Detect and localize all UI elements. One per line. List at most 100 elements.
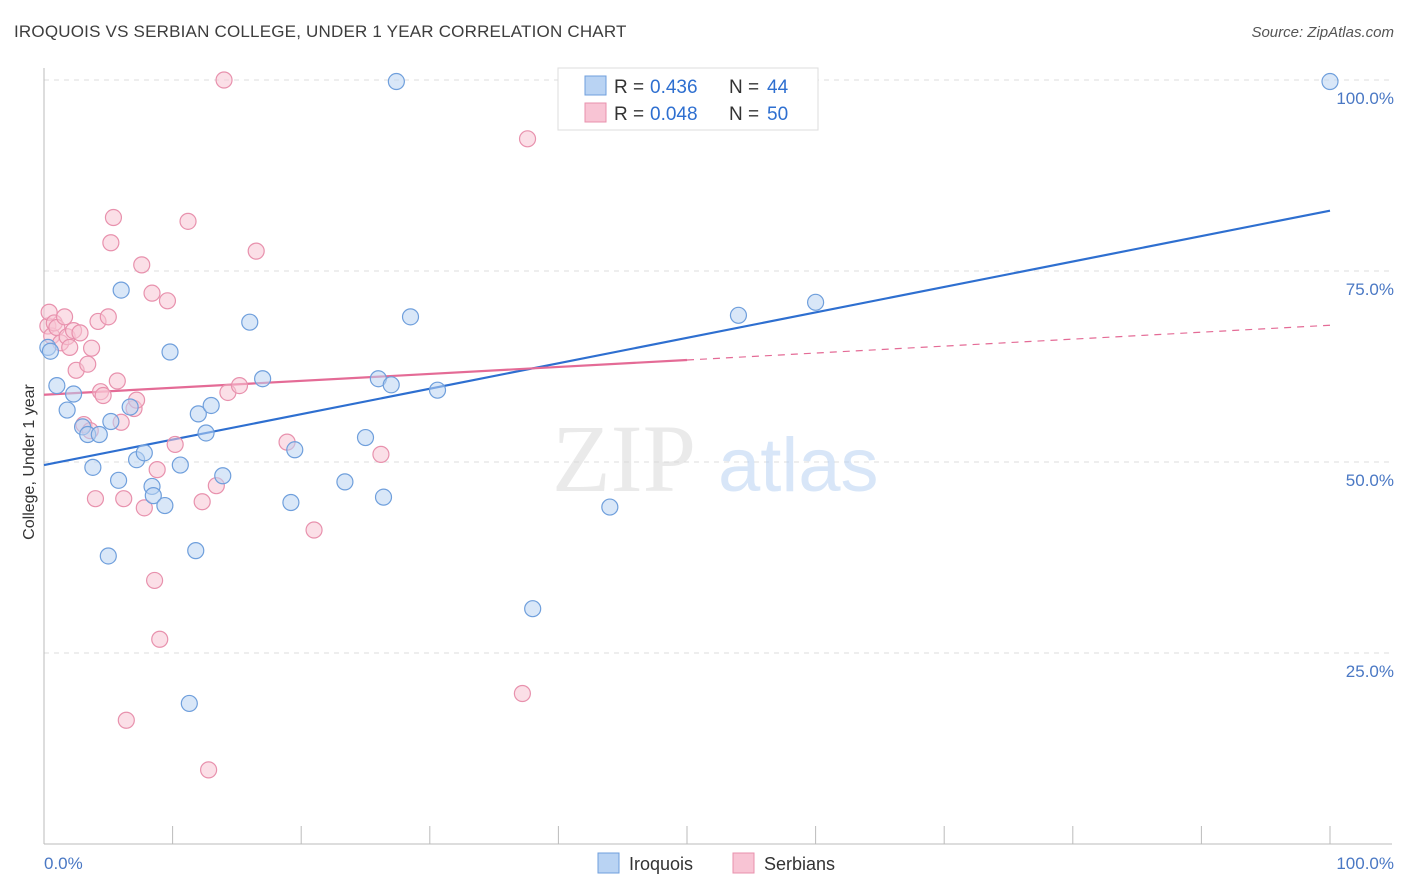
- bottom-legend-serbians: Serbians: [764, 854, 835, 874]
- iroquois-point: [382, 376, 400, 394]
- serbians-point: [115, 490, 133, 508]
- data-points: [39, 71, 1339, 779]
- iroquois-point: [241, 313, 259, 331]
- bottom-legend-swatch-iroquois: [597, 852, 620, 874]
- serbians-point: [79, 355, 97, 373]
- tick-labels: 25.0% 50.0% 75.0% 100.0% 0.0% 100.0%: [44, 89, 1394, 873]
- legend-iroquois-n-label: N =: [729, 77, 759, 98]
- trendlines: [43, 209, 1331, 467]
- iroquois-point: [336, 473, 354, 491]
- legend-swatch-iroquois: [584, 75, 607, 96]
- legend-iroquois-n-value: 44: [767, 77, 789, 98]
- serbians-point: [247, 242, 265, 260]
- iroquois-point: [90, 425, 108, 444]
- chart-title: IROQUOIS VS SERBIAN COLLEGE, UNDER 1 YEA…: [14, 22, 627, 41]
- y-tick-label: 100.0%: [1336, 89, 1394, 108]
- y-tick-label: 75.0%: [1346, 280, 1394, 299]
- legend-iroquois-r-value: 0.436: [650, 77, 698, 98]
- iroquois-point: [180, 694, 198, 713]
- legend-iroquois-r-label: R =: [614, 77, 644, 98]
- serbians-point: [305, 521, 323, 539]
- serbians-trendline: [43, 358, 688, 396]
- iroquois-point: [121, 398, 139, 416]
- serbians-point: [102, 234, 120, 252]
- y-tick-label: 25.0%: [1346, 662, 1394, 681]
- serbians-point: [518, 130, 537, 148]
- iroquois-point: [202, 396, 220, 415]
- stats-legend: R = 0.436 N = 44 R = 0.048 N = 50: [557, 67, 819, 131]
- iroquois-point: [58, 401, 76, 419]
- iroquois-point: [64, 385, 83, 403]
- serbians-point: [158, 292, 177, 310]
- iroquois-point: [806, 293, 825, 311]
- y-axis-label: College, Under 1 year: [21, 384, 38, 540]
- serbians-point: [133, 256, 151, 274]
- legend-serbians-n-label: N =: [729, 104, 759, 125]
- source-note: Source: ZipAtlas.com: [1251, 24, 1394, 41]
- iroquois-point: [144, 487, 162, 505]
- serbians-point: [82, 339, 101, 357]
- serbians-point: [94, 386, 112, 405]
- serbians-point: [143, 284, 161, 302]
- iroquois-point: [286, 441, 304, 459]
- iroquois-point: [254, 370, 272, 388]
- iroquois-point: [187, 542, 205, 560]
- iroquois-point: [156, 496, 174, 515]
- serbians-point: [215, 71, 233, 89]
- gridlines: [44, 79, 1392, 654]
- serbians-point: [86, 490, 105, 508]
- iroquois-point: [1321, 72, 1339, 91]
- serbians-point: [193, 493, 211, 511]
- iroquois-point: [282, 493, 300, 512]
- serbians-trendline-extension: [686, 324, 1331, 361]
- iroquois-trendline: [43, 209, 1331, 467]
- serbians-point: [99, 308, 117, 326]
- serbians-point: [513, 684, 531, 703]
- legend-serbians-n-value: 50: [767, 104, 788, 125]
- iroquois-point: [214, 467, 232, 485]
- iroquois-point: [84, 458, 102, 476]
- serbians-point: [61, 338, 79, 356]
- iroquois-point: [135, 444, 153, 462]
- iroquois-point: [374, 488, 393, 506]
- iroquois-point: [102, 412, 120, 431]
- serbians-point: [117, 711, 135, 729]
- bottom-legend-swatch-serbians: [732, 852, 755, 874]
- serbians-point: [200, 761, 218, 779]
- serbians-point: [145, 571, 164, 590]
- iroquois-point: [428, 381, 447, 399]
- iroquois-point: [189, 405, 207, 423]
- iroquois-point: [161, 343, 179, 361]
- iroquois-point: [171, 456, 189, 474]
- iroquois-point: [99, 547, 117, 565]
- serbians-point: [55, 308, 74, 326]
- serbians-point: [230, 377, 249, 395]
- serbians-point: [108, 372, 126, 390]
- iroquois-point: [387, 72, 405, 91]
- iroquois-point: [41, 342, 60, 360]
- watermark-atlas: atlas: [718, 423, 879, 508]
- iroquois-point: [524, 600, 542, 618]
- serbians-point: [104, 208, 123, 227]
- serbians-point: [166, 435, 184, 454]
- legend-swatch-serbians: [584, 102, 607, 123]
- y-tick-label: 50.0%: [1346, 471, 1394, 490]
- iroquois-point: [112, 281, 130, 299]
- x-tick-label: 100.0%: [1336, 854, 1394, 873]
- iroquois-point: [601, 498, 619, 516]
- iroquois-point: [109, 471, 128, 489]
- iroquois-point: [48, 377, 66, 395]
- bottom-legend-iroquois: Iroquois: [629, 854, 693, 874]
- serbians-point: [135, 499, 153, 517]
- iroquois-point: [401, 308, 420, 326]
- legend-serbians-r-label: R =: [614, 104, 644, 125]
- serbians-point: [148, 461, 166, 479]
- serbians-point: [71, 324, 89, 342]
- legend-serbians-r-value: 0.048: [650, 104, 698, 125]
- iroquois-point: [729, 306, 748, 324]
- iroquois-point: [197, 424, 215, 442]
- x-tick-label: 0.0%: [44, 854, 83, 873]
- serbians-point: [151, 630, 169, 648]
- bottom-legend: Iroquois Serbians: [597, 852, 835, 874]
